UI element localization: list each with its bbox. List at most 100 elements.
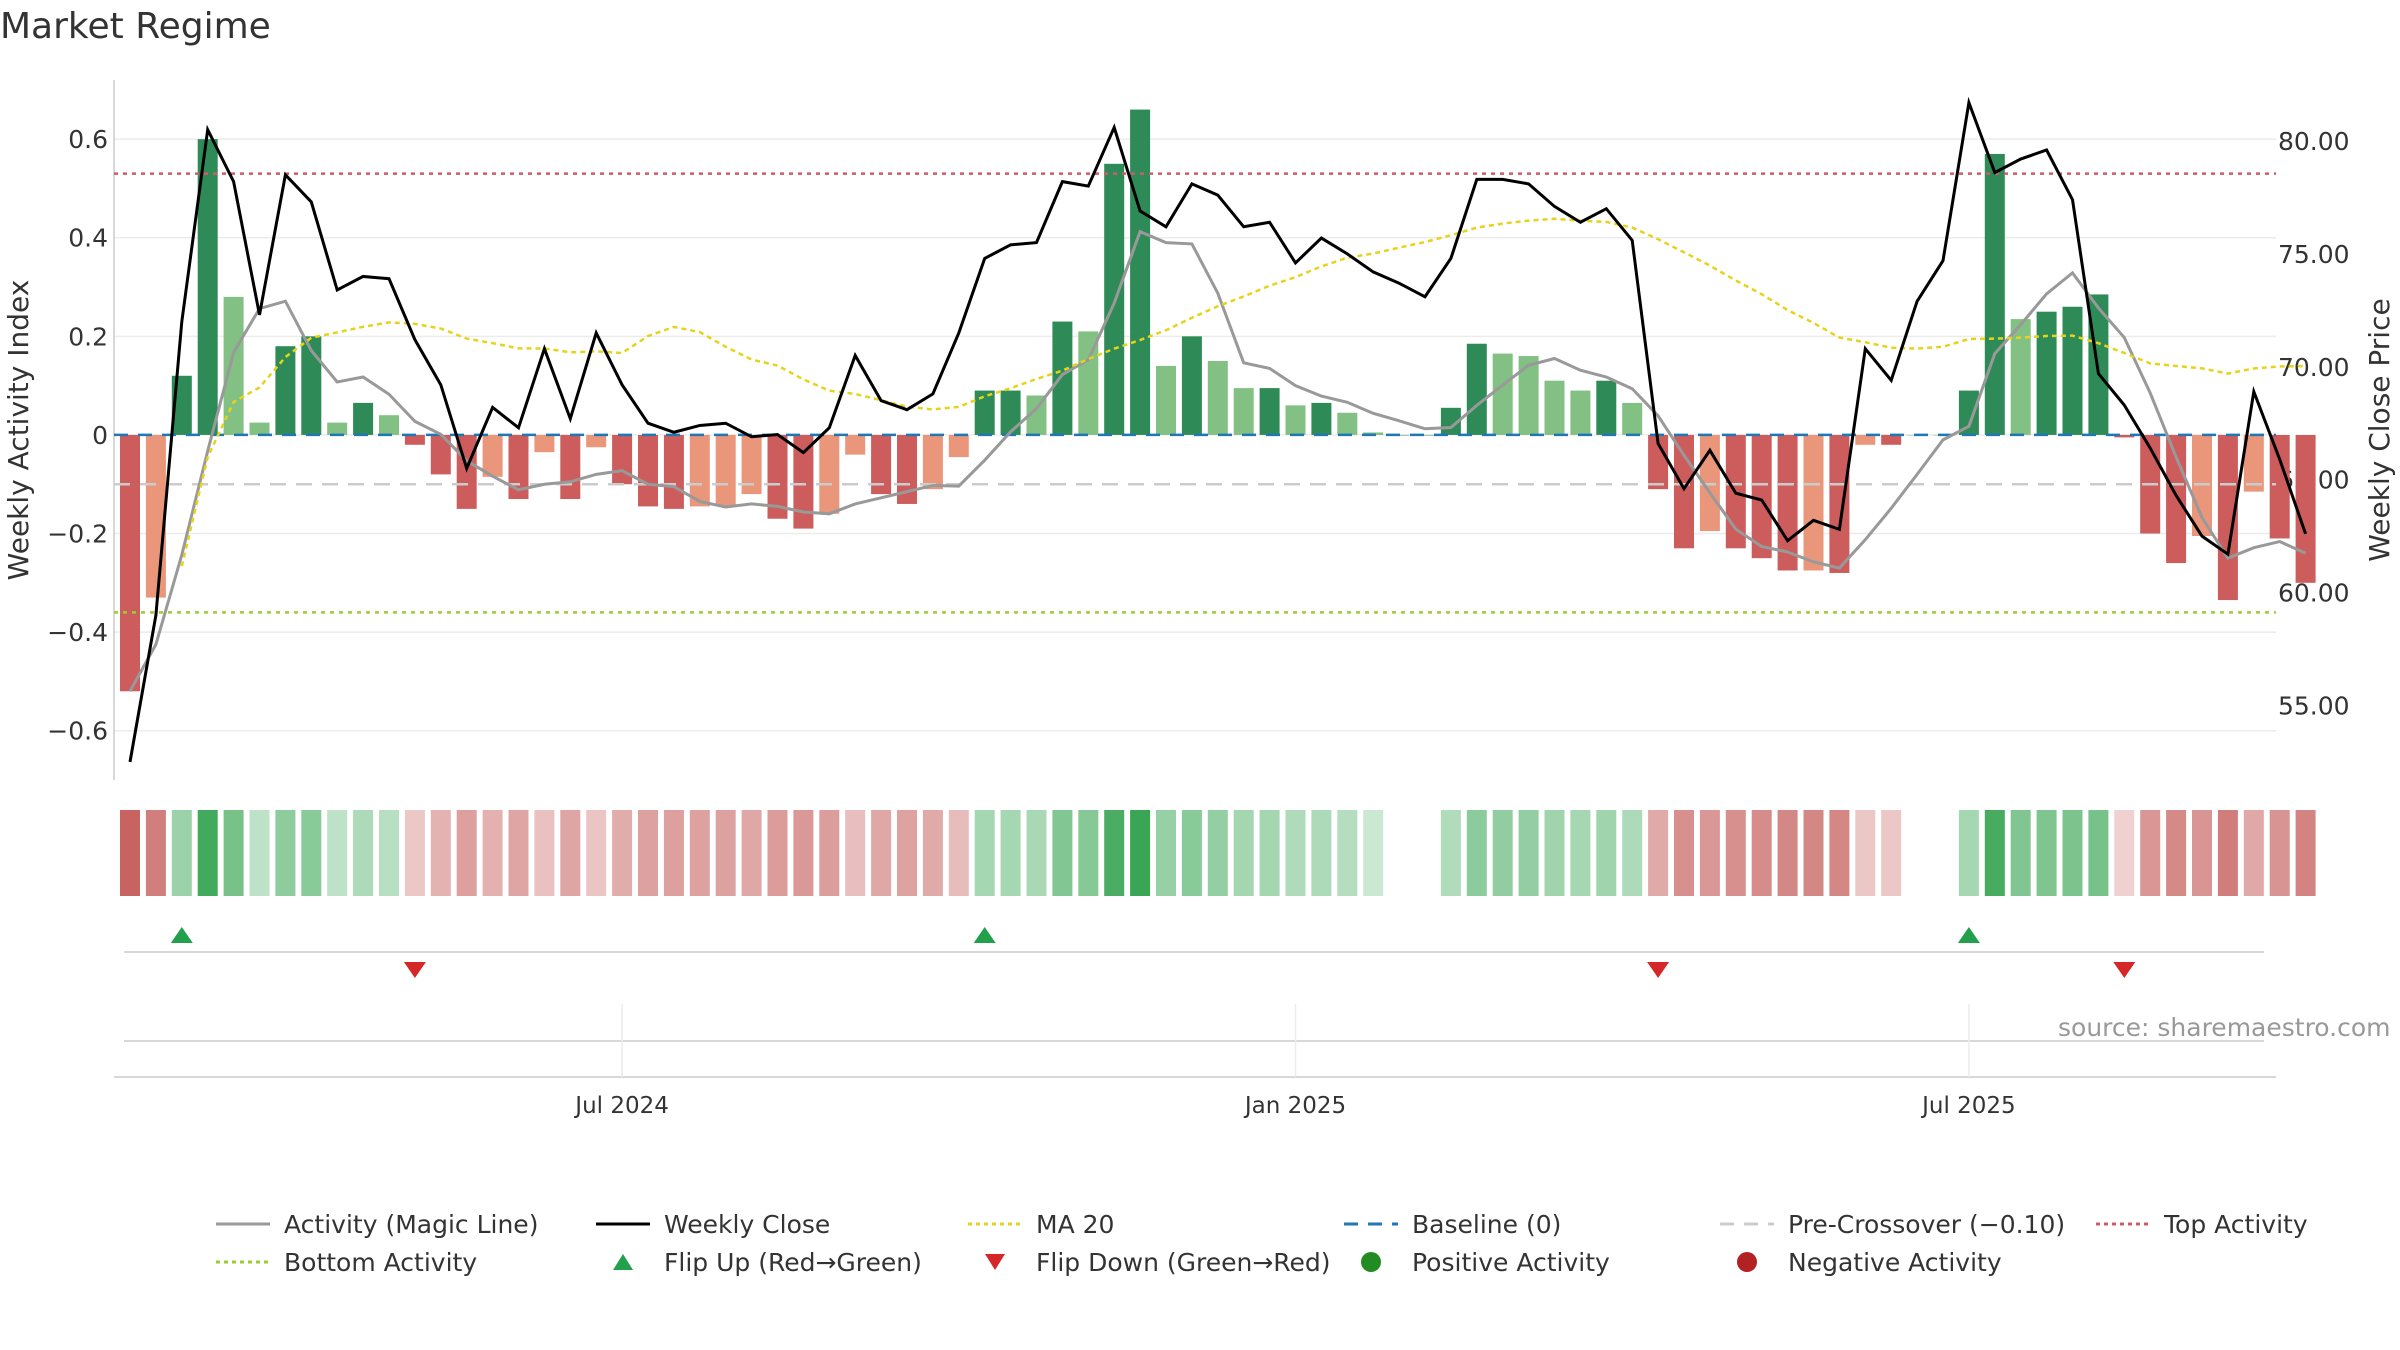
legend-item: Activity (Magic Line)	[212, 1205, 538, 1243]
regime-strip-cell	[2192, 810, 2212, 896]
regime-strip-cell	[1544, 810, 1565, 896]
regime-strip-cell	[819, 810, 840, 896]
activity-bar	[145, 434, 166, 598]
regime-strip-cell	[638, 810, 658, 896]
regime-strip-cell	[922, 810, 943, 896]
activity-bar	[767, 434, 788, 519]
activity-bar	[1285, 405, 1306, 435]
regime-strip-cell	[2088, 810, 2109, 896]
regime-strip-cell	[2269, 810, 2290, 896]
regime-strip-cell	[845, 810, 866, 896]
x-tick-label: Jan 2025	[1243, 1093, 1346, 1119]
regime-strip-cell	[1518, 810, 1539, 896]
activity-bar	[1415, 434, 1435, 436]
y2-tick-label: 75.00	[2278, 240, 2350, 269]
activity-bar	[223, 296, 244, 435]
legend-item: Pre-Crossover (−0.10)	[1716, 1205, 2065, 1243]
regime-strip-cell	[2166, 810, 2187, 896]
regime-strip-cell	[1777, 810, 1798, 896]
regime-strip-cell	[1674, 810, 1694, 896]
legend-line-icon	[212, 1205, 274, 1243]
activity-bar	[249, 422, 270, 435]
activity-bar	[1518, 356, 1539, 435]
regime-strip-cell	[1000, 810, 1021, 896]
activity-bar	[663, 434, 684, 509]
legend-triangle-icon	[964, 1243, 1026, 1281]
regime-strip-cell	[1337, 810, 1358, 896]
activity-bar	[1492, 353, 1513, 435]
regime-strip-cell	[1311, 810, 1332, 896]
activity-bar	[715, 434, 736, 507]
legend-label: Pre-Crossover (−0.10)	[1788, 1209, 2066, 1239]
legend-triangle-icon	[592, 1243, 654, 1281]
activity-bar	[379, 415, 399, 435]
regime-strip-cell	[1389, 810, 1409, 896]
regime-strip-cell	[560, 810, 581, 896]
regime-strip-cell	[1026, 810, 1047, 896]
regime-strip-cell	[1907, 810, 1927, 896]
regime-strip-cell	[1751, 810, 1772, 896]
legend-label: Positive Activity	[1412, 1247, 1610, 1277]
legend-label: Baseline (0)	[1412, 1209, 1562, 1239]
ma20-line	[180, 217, 2306, 567]
regime-strip-cell	[793, 810, 814, 896]
activity-bar	[2062, 306, 2083, 435]
regime-strip-cell	[1415, 810, 1435, 896]
activity-bar	[1052, 321, 1073, 435]
legend-label: Flip Down (Green→Red)	[1036, 1247, 1331, 1277]
activity-bar	[2114, 434, 2135, 438]
legend-label: Weekly Close	[664, 1209, 831, 1239]
legend-item: Positive Activity	[1340, 1243, 1610, 1281]
x-tick-label: Jul 2025	[1920, 1093, 2016, 1119]
y-tick-label: −0.2	[47, 520, 108, 549]
regime-strip-cell	[171, 810, 192, 896]
activity-bar	[430, 434, 451, 475]
legend-item: Negative Activity	[1716, 1243, 2002, 1281]
legend-item: Flip Up (Red→Green)	[592, 1243, 922, 1281]
y2-axis-label: Weekly Close Price	[2363, 298, 2396, 561]
legend-item: Bottom Activity	[212, 1243, 477, 1281]
regime-strip-cell	[404, 810, 425, 896]
regime-strip-cell	[612, 810, 633, 896]
activity-bar	[327, 422, 348, 435]
legend-label: MA 20	[1036, 1209, 1115, 1239]
y-tick-label: −0.6	[47, 717, 108, 746]
activity-bar	[120, 434, 140, 692]
regime-strip-cell	[534, 810, 555, 896]
regime-strip-cell	[715, 810, 736, 896]
legend-line-icon	[1716, 1205, 1778, 1243]
regime-strip-cell	[301, 810, 322, 896]
legend-item: Top Activity	[2092, 1205, 2308, 1243]
activity-bar	[1855, 434, 1876, 445]
regime-strip-cell	[689, 810, 710, 896]
flip-down-marker	[2113, 962, 2136, 978]
regime-strip-cell	[2114, 810, 2135, 896]
regime-strip-cell	[275, 810, 296, 896]
regime-strip-cell	[1725, 810, 1746, 896]
activity-bar	[586, 434, 607, 448]
regime-strip-cell	[1958, 810, 1979, 896]
activity-bar	[1233, 388, 1254, 435]
regime-strip-cell	[767, 810, 788, 896]
flip-down-marker	[1647, 962, 1670, 978]
regime-strip-cell	[1596, 810, 1617, 896]
activity-bar	[1311, 402, 1332, 435]
activity-bar	[482, 434, 503, 477]
activity-bar	[1337, 412, 1358, 435]
y2-tick-label: 60.00	[2278, 579, 2350, 608]
flip-up-marker	[973, 927, 996, 943]
activity-bar	[2217, 434, 2238, 601]
regime-strip-cell	[1466, 810, 1487, 896]
activity-bar	[1259, 388, 1280, 435]
activity-bar	[534, 434, 555, 453]
legend-line-icon	[964, 1205, 1026, 1243]
activity-bar	[1156, 365, 1176, 435]
activity-bar	[689, 434, 710, 507]
regime-strip-cell	[1130, 810, 1151, 896]
activity-bar	[1648, 434, 1669, 490]
weekly-close-line	[128, 96, 2308, 763]
legend-label: Flip Up (Red→Green)	[664, 1247, 922, 1277]
legend-line-icon	[2092, 1205, 2154, 1243]
y-tick-label: 0.6	[68, 125, 108, 154]
activity-bar	[1000, 390, 1021, 435]
